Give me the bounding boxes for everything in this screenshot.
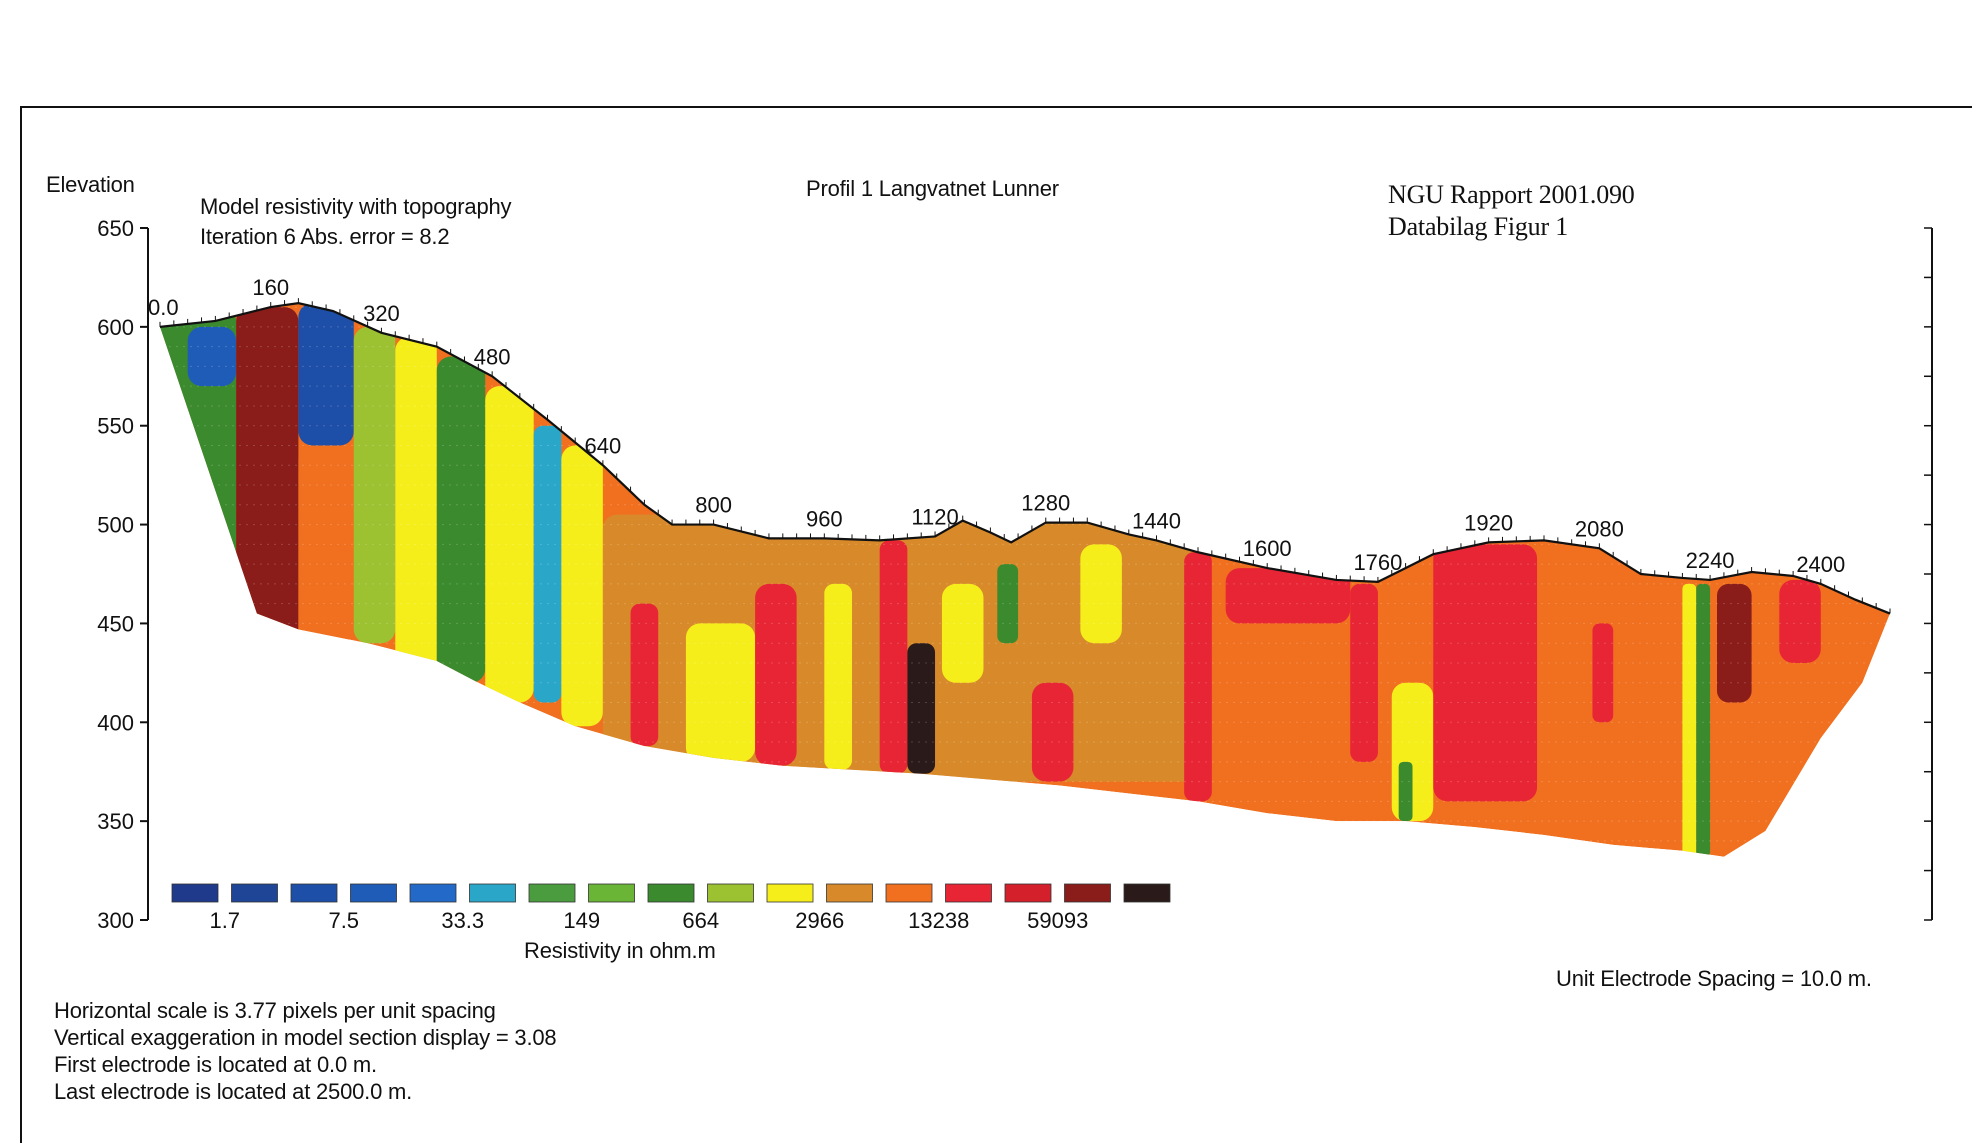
resistivity-region	[187, 326, 237, 387]
distance-label: 1920	[1464, 510, 1513, 535]
legend-label: 13238	[908, 908, 969, 933]
resistivity-region	[436, 356, 486, 683]
resistivity-region	[353, 326, 396, 644]
note-first-electrode: First electrode is located at 0.0 m.	[54, 1052, 377, 1077]
resistivity-region	[1717, 583, 1752, 703]
legend-swatch	[528, 883, 576, 903]
resistivity-region	[907, 643, 936, 774]
legend-swatch	[1064, 883, 1111, 903]
resistivity-region	[1433, 544, 1538, 802]
resistivity-region	[630, 603, 659, 747]
note-last-electrode: Last electrode is located at 2500.0 m.	[54, 1079, 413, 1104]
y-tick-label: 450	[97, 611, 134, 636]
y-tick-label: 650	[97, 216, 134, 241]
resistivity-region	[1592, 623, 1614, 723]
legend-title: Resistivity in ohm.m	[524, 938, 716, 963]
distance-label: 480	[474, 344, 511, 369]
note-horizontal-scale: Horizontal scale is 3.77 pixels per unit…	[54, 998, 496, 1023]
resistivity-region	[879, 540, 908, 774]
resistivity-region	[1031, 682, 1074, 782]
legend-swatch	[290, 883, 338, 903]
resistivity-region	[1682, 583, 1697, 857]
distance-label: 800	[695, 493, 732, 518]
y-tick-label: 500	[97, 513, 134, 538]
resistivity-region	[561, 445, 603, 727]
legend-swatch	[945, 883, 992, 903]
resistivity-region	[1350, 583, 1378, 762]
resistivity-region	[1225, 568, 1351, 624]
y-tick-label: 600	[97, 315, 134, 340]
legend-swatch	[826, 883, 873, 903]
legend-swatch	[766, 883, 814, 903]
figure-frame	[20, 106, 1972, 1143]
legend-swatch	[409, 883, 457, 903]
y-tick-label: 400	[97, 710, 134, 735]
distance-label: 0.0	[148, 295, 179, 320]
legend-label: 149	[563, 908, 600, 933]
resistivity-region	[1696, 583, 1711, 857]
legend-label: 7.5	[328, 908, 359, 933]
distance-label: 1120	[911, 504, 958, 529]
resistivity-region	[824, 583, 852, 770]
legend-swatch	[885, 883, 933, 903]
resistivity-region	[1080, 544, 1122, 644]
resistivity-region	[941, 583, 984, 683]
report-line-1: NGU Rapport 2001.090	[1388, 180, 1635, 209]
legend-swatch	[171, 883, 219, 903]
resistivity-region	[685, 623, 756, 762]
legend-label: 2966	[795, 908, 844, 933]
legend-swatch	[231, 883, 278, 903]
y-tick-label: 350	[97, 809, 134, 834]
chart-title: Profil 1 Langvatnet Lunner	[806, 176, 1059, 201]
resistivity-region	[298, 445, 354, 644]
note-vertical-exaggeration: Vertical exaggeration in model section d…	[54, 1025, 557, 1050]
electrode-spacing-note: Unit Electrode Spacing = 10.0 m.	[1556, 966, 1872, 991]
legend-swatch	[350, 883, 397, 903]
distance-label: 320	[363, 301, 400, 326]
resistivity-region	[236, 307, 299, 644]
distance-label: 960	[806, 506, 843, 531]
subtitle-line-2: Iteration 6 Abs. error = 8.2	[200, 224, 450, 249]
distance-label: 1760	[1353, 550, 1402, 575]
legend-swatch	[647, 883, 695, 903]
y-tick-label: 550	[97, 414, 134, 439]
legend-swatch	[469, 883, 516, 903]
y-axis-label: Elevation	[46, 172, 135, 197]
resistivity-region	[1398, 761, 1413, 822]
distance-label: 2240	[1686, 548, 1735, 573]
legend-label: 59093	[1027, 908, 1088, 933]
legend-label: 1.7	[209, 908, 240, 933]
model-section	[160, 303, 1890, 857]
legend-swatch	[1123, 883, 1171, 903]
distance-label: 1600	[1243, 536, 1292, 561]
distance-label: 1440	[1132, 508, 1181, 533]
legend-swatch	[588, 883, 635, 903]
resistivity-region	[298, 303, 354, 446]
resistivity-region	[533, 425, 562, 703]
legend-label: 664	[682, 908, 719, 933]
legend-swatch	[707, 883, 754, 903]
legend-swatch	[1004, 883, 1052, 903]
subtitle-line-1: Model resistivity with topography	[200, 194, 512, 219]
distance-label: 640	[585, 433, 622, 458]
resistivity-region	[1184, 552, 1212, 802]
distance-label: 2400	[1796, 552, 1845, 577]
distance-label: 160	[252, 275, 289, 300]
resistivity-region	[485, 386, 534, 703]
distance-label: 1280	[1021, 491, 1070, 516]
report-line-2: Databilag Figur 1	[1388, 212, 1569, 241]
resistivity-region	[395, 336, 437, 683]
resistivity-region	[997, 564, 1019, 644]
resistivity-region	[1779, 579, 1821, 663]
legend-label: 33.3	[441, 908, 484, 933]
distance-label: 2080	[1575, 516, 1624, 541]
resistivity-region	[755, 583, 797, 766]
y-tick-label: 300	[97, 908, 134, 933]
